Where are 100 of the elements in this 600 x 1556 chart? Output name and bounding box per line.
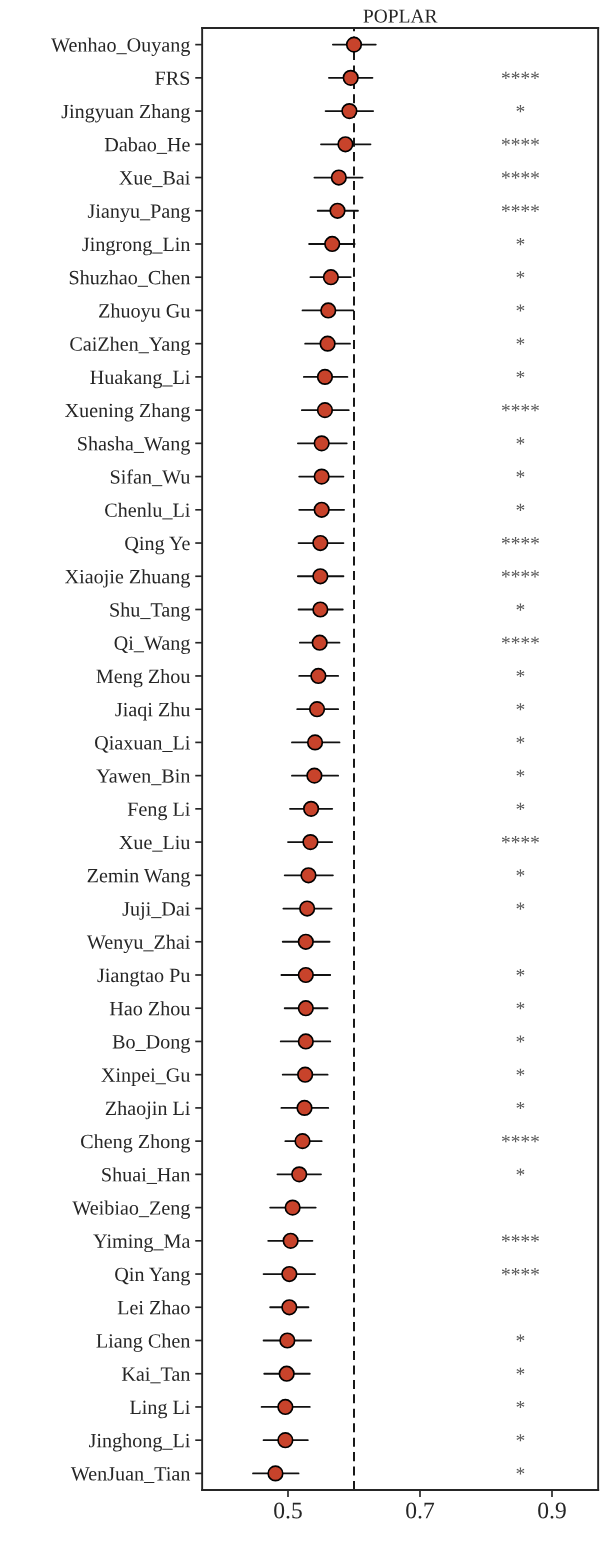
point — [279, 1332, 296, 1349]
y-tick-label: Yawen_Bin — [96, 769, 191, 786]
y-tick-label: Sifan_Wu — [110, 469, 191, 487]
y-tick-label: Huakang_Li — [90, 369, 191, 389]
point — [320, 302, 337, 319]
point — [302, 833, 319, 851]
point — [341, 102, 358, 120]
y-tick-label: Jinghong_Li — [89, 1433, 191, 1452]
y2-tick-label: * — [516, 603, 525, 611]
y-tick-label: Qi_Wang — [114, 636, 191, 655]
y-tick-label: Jianyu_Pang — [87, 204, 191, 223]
y-tick-label: Shasha_Wang — [78, 436, 191, 455]
point — [322, 269, 340, 286]
y2-tick-label: * — [516, 1367, 525, 1375]
y2-tick-label: * — [516, 304, 525, 312]
y-tick-label: Meng Zhou — [96, 668, 191, 688]
y-tick-label: Xue_Liu — [119, 835, 191, 852]
point — [345, 36, 363, 53]
point — [316, 402, 334, 419]
y-tick-label: Xue_Bai — [119, 171, 191, 188]
point — [313, 501, 330, 518]
x-tick-label: 0.5 — [274, 1502, 302, 1519]
point — [294, 1133, 311, 1150]
y2-tick-label: * — [516, 1035, 525, 1043]
point — [310, 667, 327, 685]
point — [299, 900, 316, 917]
y2-tick-label: * — [516, 1068, 525, 1076]
y-tick-label: Qiaxuan_Li — [95, 736, 191, 753]
y2-tick-label: * — [516, 503, 525, 511]
point — [319, 335, 336, 352]
y2-tick-label: **** — [501, 1135, 539, 1143]
point — [297, 1066, 314, 1083]
point — [277, 1432, 294, 1449]
y2-tick-label: **** — [501, 636, 539, 644]
y2-tick-label: **** — [501, 204, 539, 212]
y-tick-label: Weibiao_Zeng — [72, 1200, 191, 1219]
y2-tick-label: **** — [501, 71, 539, 79]
y2-tick-label: * — [516, 238, 525, 246]
y-tick-label: Xuening Zhang — [65, 403, 191, 422]
y2-tick-label: * — [516, 703, 525, 711]
y2-tick-label: * — [516, 337, 525, 345]
y-tick-label: Dabao_He — [104, 137, 190, 154]
point — [297, 1000, 314, 1017]
y-tick-label: Liang Chen — [96, 1333, 191, 1352]
point — [282, 1232, 299, 1249]
y-tick-label: Jingrong_Lin — [82, 237, 191, 256]
y-tick-label: Feng Li — [127, 802, 191, 821]
y-tick-label: Kai_Tan — [121, 1367, 191, 1384]
point — [330, 169, 347, 186]
point — [302, 800, 320, 817]
y-tick-label: Ling Li — [130, 1400, 191, 1419]
y2-tick-label: **** — [501, 537, 539, 545]
y2-tick-label: **** — [501, 1268, 539, 1276]
y-tick-label: WenJuan_Tian — [70, 1467, 191, 1483]
x-tick-label: 0.7 — [406, 1502, 435, 1519]
y2-tick-label: * — [516, 802, 525, 810]
y-tick-label: Qin Yang — [115, 1267, 191, 1286]
y-tick-label: Xiaojie Zhuang — [65, 569, 191, 588]
point — [281, 1265, 298, 1283]
y2-tick-label: * — [516, 470, 525, 478]
y2-tick-label: * — [516, 1101, 525, 1110]
y-tick-label: Bo_Dong — [112, 1035, 191, 1053]
y-tick-label: Zemin Wang — [87, 868, 191, 887]
point — [278, 1365, 295, 1382]
point — [308, 701, 326, 718]
y-tick-label: Shuai_Han — [102, 1167, 191, 1184]
y2-tick-label: * — [516, 1334, 525, 1342]
y-tick-label: Shuzhao_Chen — [69, 270, 191, 287]
x-tick-label: 0.9 — [538, 1502, 566, 1519]
y2-tick-label: * — [516, 1467, 525, 1475]
y2-tick-label: * — [516, 869, 525, 877]
point — [329, 202, 346, 219]
y2-tick-label: **** — [501, 570, 539, 578]
y2-tick-label: * — [516, 1434, 525, 1442]
y2-tick-label: * — [516, 1002, 525, 1010]
y-tick-label: Jiaqi Zhu — [115, 702, 191, 721]
y2-tick-label: * — [516, 769, 525, 777]
y-tick-label: Jiangtao Pu — [97, 968, 191, 987]
point — [312, 534, 329, 552]
point — [281, 1299, 298, 1316]
y-tick-label: Zhuoyu Gu — [99, 303, 191, 322]
y2-tick-label: * — [516, 969, 525, 977]
point — [306, 767, 323, 784]
y2-tick-label: * — [516, 370, 525, 379]
y-tick-label: Yiming_Ma — [93, 1234, 191, 1253]
y2-tick-label: * — [516, 1400, 525, 1409]
y2-tick-label: **** — [501, 404, 539, 412]
y-tick-label: Xinpei_Gu — [101, 1068, 191, 1086]
y-tick-label: FRS — [155, 71, 190, 86]
y-tick-label: Chenlu_Li — [105, 502, 191, 520]
point — [316, 368, 334, 386]
y-tick-label: Zhaojin Li — [105, 1100, 191, 1120]
y-tick-label: Lei Zhao — [117, 1300, 190, 1315]
y2-tick-label: **** — [501, 1234, 539, 1242]
point — [324, 235, 341, 253]
point — [296, 1099, 313, 1117]
y2-tick-label: * — [516, 669, 525, 678]
y-tick-label: Qing Ye — [125, 536, 190, 555]
point — [337, 136, 354, 153]
y-tick-label: Jingyuan Zhang — [61, 104, 191, 123]
